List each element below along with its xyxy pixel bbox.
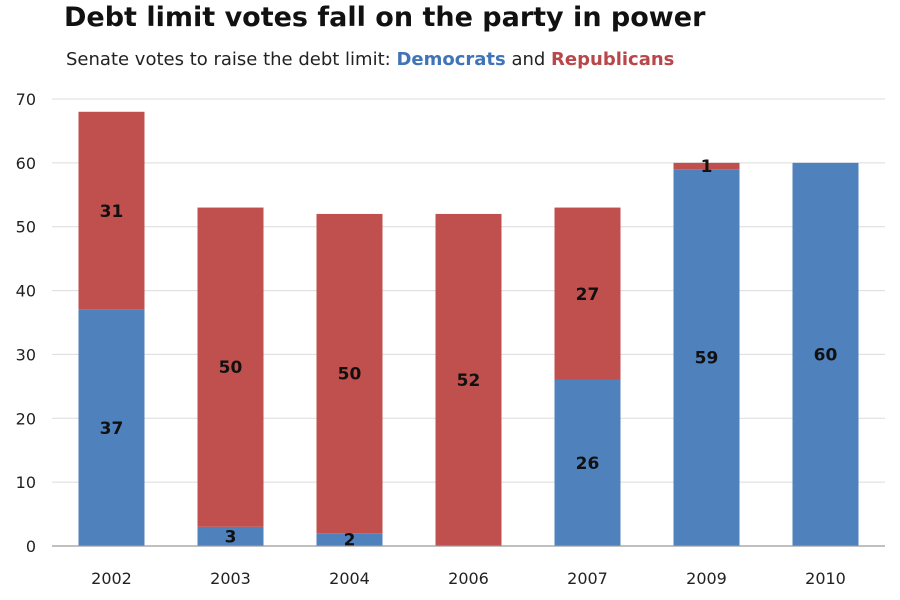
bar-republicans-2002 xyxy=(78,111,145,310)
x-axis-ticks: 2002 2003 2004 2006 2007 2009 2010 xyxy=(91,569,846,588)
data-label-democrats-2007: 26 xyxy=(576,454,600,474)
y-tick-label: 30 xyxy=(16,345,36,364)
data-label-democrats-2010: 60 xyxy=(814,345,838,365)
data-label-democrats-2004: 2 xyxy=(344,531,356,551)
chart-title: Debt limit votes fall on the party in po… xyxy=(64,2,706,33)
data-labels: 37 31 3 50 2 50 52 26 27 59 1 60 xyxy=(100,157,838,551)
x-tick-label-2009: 2009 xyxy=(686,569,727,588)
y-tick-label: 40 xyxy=(16,282,36,301)
bar-democrats-2003 xyxy=(197,526,264,546)
data-label-republicans-2002: 31 xyxy=(100,202,124,222)
data-label-republicans-2009: 1 xyxy=(701,157,713,177)
bar-democrats-2007 xyxy=(554,379,621,546)
y-tick-label: 60 xyxy=(16,154,36,173)
x-tick-label-2003: 2003 xyxy=(210,569,251,588)
legend-democrats: Democrats xyxy=(396,49,506,70)
bars xyxy=(78,111,859,546)
data-label-democrats-2009: 59 xyxy=(695,349,719,369)
y-tick-label: 20 xyxy=(16,409,36,428)
bar-republicans-2003 xyxy=(197,207,264,527)
bar-republicans-2006 xyxy=(435,213,502,546)
y-axis-ticks: 0 10 20 30 40 50 60 70 xyxy=(16,90,36,556)
data-label-democrats-2002: 37 xyxy=(100,419,124,439)
bar-republicans-2004 xyxy=(316,213,383,534)
y-tick-label: 70 xyxy=(16,90,36,109)
legend-republicans: Republicans xyxy=(551,49,675,70)
y-tick-label: 0 xyxy=(26,537,36,556)
x-tick-label-2002: 2002 xyxy=(91,569,132,588)
bar-democrats-2002 xyxy=(78,309,145,546)
x-tick-label-2007: 2007 xyxy=(567,569,608,588)
data-label-republicans-2004: 50 xyxy=(338,365,362,385)
y-tick-label: 50 xyxy=(16,218,36,237)
data-label-republicans-2003: 50 xyxy=(219,358,243,378)
y-tick-label: 10 xyxy=(16,473,36,492)
bar-democrats-2009 xyxy=(673,169,740,546)
data-label-democrats-2003: 3 xyxy=(225,527,237,547)
subtitle-prefix: Senate votes to raise the debt limit: xyxy=(66,49,397,70)
x-tick-label-2006: 2006 xyxy=(448,569,489,588)
data-label-republicans-2006: 52 xyxy=(457,371,481,391)
x-tick-label-2004: 2004 xyxy=(329,569,370,588)
bar-republicans-2009 xyxy=(673,162,740,170)
bar-democrats-2004 xyxy=(316,533,383,546)
chart-subtitle: Senate votes to raise the debt limit: De… xyxy=(66,49,674,70)
bar-democrats-2010 xyxy=(792,162,859,546)
bar-republicans-2007 xyxy=(554,207,621,380)
x-tick-label-2010: 2010 xyxy=(805,569,846,588)
subtitle-joiner: and xyxy=(505,49,552,70)
data-label-republicans-2007: 27 xyxy=(576,285,600,305)
